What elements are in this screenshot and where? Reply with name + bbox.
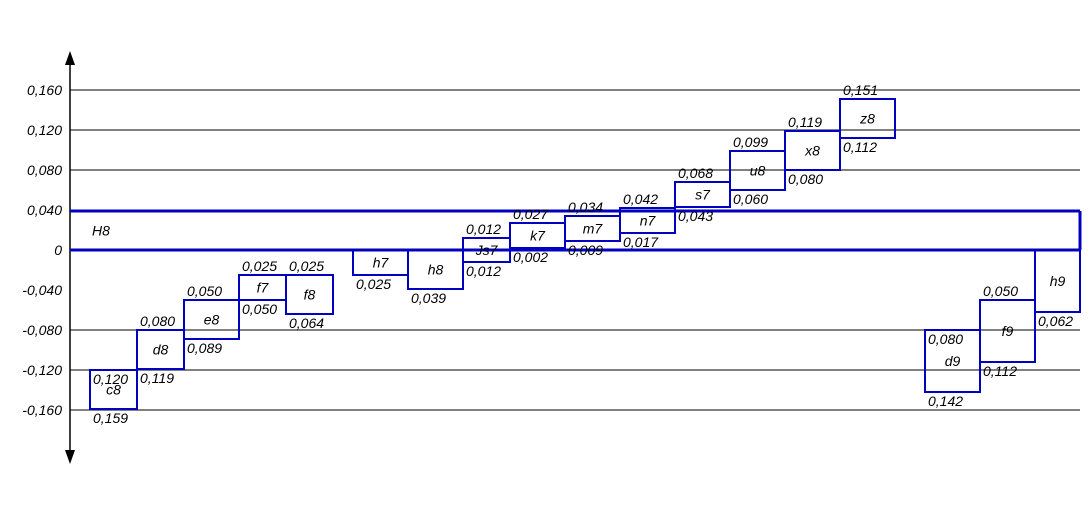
box-bot-val: 0,089 bbox=[187, 340, 222, 356]
tolerance-box-f9: f9 0,050 0,112 bbox=[980, 283, 1035, 379]
box-label: z8 bbox=[859, 111, 875, 127]
ytick-label: -0,040 bbox=[22, 282, 62, 298]
box-label: d9 bbox=[945, 353, 961, 369]
box-top-val: 0,025 bbox=[289, 258, 324, 274]
tolerance-box-z8: z8 0,151 0,112 bbox=[840, 82, 895, 155]
box-top-val: 0,050 bbox=[983, 283, 1018, 299]
tolerance-box-e8: e8 0,050 0,089 bbox=[184, 283, 239, 356]
ytick-label: 0,040 bbox=[27, 202, 62, 218]
box-bot-val: 0,060 bbox=[733, 191, 768, 207]
ytick-label: -0,160 bbox=[22, 402, 62, 418]
tolerance-box-h9: h9 0,062 bbox=[1035, 250, 1080, 329]
box-top-val: 0,080 bbox=[140, 313, 175, 329]
box-label: e8 bbox=[204, 312, 220, 328]
ytick-label: 0 bbox=[54, 242, 62, 258]
box-bot-val: 0,159 bbox=[93, 410, 128, 426]
box-label: f8 bbox=[304, 287, 316, 303]
box-bot-val: 0,009 bbox=[568, 242, 603, 258]
box-label: f7 bbox=[257, 280, 270, 296]
tolerance-box-c8: c80,1200,159 bbox=[90, 370, 137, 426]
box-top-val: 0,119 bbox=[788, 114, 822, 130]
box-bot-val: 0,002 bbox=[513, 249, 548, 265]
tolerance-box-n7: n7 0,042 0,017 bbox=[620, 191, 675, 250]
tolerance-box-f7: f7 0,025 0,050 bbox=[239, 258, 286, 317]
box-label: m7 bbox=[583, 221, 604, 237]
box-label: h8 bbox=[428, 262, 444, 278]
box-top-val: 0,034 bbox=[568, 199, 603, 215]
box-bot-val: 0,017 bbox=[623, 234, 659, 250]
box-bot-val: 0,039 bbox=[411, 290, 446, 306]
box-top-val: 0,012 bbox=[466, 221, 501, 237]
box-bot-val: 0,112 bbox=[843, 139, 877, 155]
box-bot-val: 0,050 bbox=[242, 301, 277, 317]
tolerance-box-k7: k7 0,027 0,002 bbox=[510, 206, 565, 265]
tolerance-box-s7: s7 0,068 0,043 bbox=[675, 165, 730, 224]
box-top-val: 0,099 bbox=[733, 134, 768, 150]
box-top-val: 0,025 bbox=[242, 258, 277, 274]
box-bot-val: 0,064 bbox=[289, 315, 324, 331]
box-top-val: 0,151 bbox=[843, 82, 878, 98]
ytick-label: 0,120 bbox=[27, 122, 62, 138]
box-label: u8 bbox=[750, 163, 766, 179]
box-label: h7 bbox=[373, 255, 390, 271]
h8-band-label: H8 bbox=[92, 223, 110, 239]
box-top-val: 0,027 bbox=[513, 206, 549, 222]
box-label: d8 bbox=[153, 342, 169, 358]
tolerance-diagram: H8 0,160 0,120 0,080 0,040 0 -0,040 -0,080 -0,12… bbox=[0, 0, 1092, 526]
box-top-val: 0,050 bbox=[187, 283, 222, 299]
box-top-val: 0,120 bbox=[93, 371, 128, 387]
box-bot-val: 0,043 bbox=[678, 208, 713, 224]
box-label: Js7 bbox=[475, 242, 499, 258]
box-top-val: 0,042 bbox=[623, 191, 658, 207]
box-label: s7 bbox=[695, 187, 711, 203]
tolerance-box-d8: d8 0,080 0,119 bbox=[137, 313, 184, 386]
box-label: k7 bbox=[530, 228, 546, 244]
tolerance-box-h7: h7 0,025 bbox=[353, 250, 408, 292]
box-label: n7 bbox=[640, 213, 657, 229]
box-bot-val: 0,025 bbox=[356, 276, 391, 292]
box-bot-val: 0,142 bbox=[928, 393, 963, 409]
box-bot-val: 0,119 bbox=[140, 370, 174, 386]
box-top-val: 0,080 bbox=[928, 331, 963, 347]
box-bot-val: 0,062 bbox=[1038, 313, 1073, 329]
box-top-val: 0,068 bbox=[678, 165, 713, 181]
box-label: f9 bbox=[1002, 323, 1014, 339]
ytick-label: 0,080 bbox=[27, 162, 62, 178]
ytick-label: -0,120 bbox=[22, 362, 62, 378]
box-bot-val: 0,112 bbox=[983, 363, 1017, 379]
box-bot-val: 0,012 bbox=[466, 263, 501, 279]
box-label: x8 bbox=[804, 143, 820, 159]
ytick-label: -0,080 bbox=[22, 322, 62, 338]
tolerance-box-h8: h8 0,039 bbox=[408, 250, 463, 306]
box-label: h9 bbox=[1050, 273, 1066, 289]
tolerance-box-x8: x8 0,119 0,080 bbox=[785, 114, 840, 187]
box-bot-val: 0,080 bbox=[788, 171, 823, 187]
ytick-label: 0,160 bbox=[27, 82, 62, 98]
tolerance-box-f8: f8 0,025 0,064 bbox=[286, 258, 333, 331]
